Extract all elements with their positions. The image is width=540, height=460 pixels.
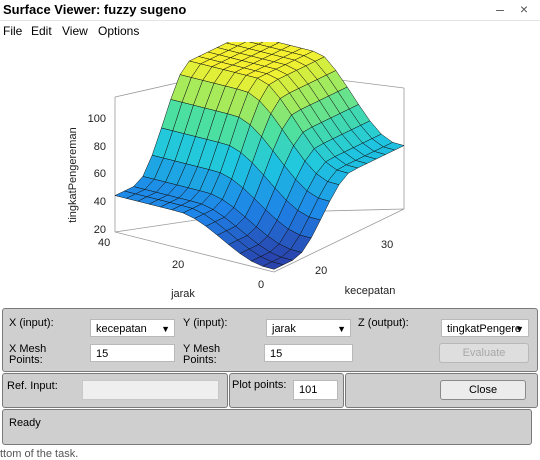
- menu-view[interactable]: View: [62, 24, 88, 38]
- y-mesh-points-field[interactable]: 15: [264, 344, 353, 362]
- plot-points-label: Plot points:: [232, 379, 287, 391]
- ref-input-field[interactable]: [82, 380, 219, 400]
- x-tick: 40: [98, 237, 110, 249]
- x-mesh-label-line2: Points:: [9, 354, 43, 366]
- close-panel: Close: [345, 373, 538, 408]
- x-mesh-label: X Mesh Points:: [9, 344, 46, 366]
- x-mesh-points-field[interactable]: 15: [90, 344, 175, 362]
- chevron-down-icon: ▼: [337, 324, 346, 334]
- z-tick: 60: [94, 168, 106, 180]
- y-input-value: jarak: [272, 323, 296, 335]
- z-output-value: tingkatPengere: [447, 323, 521, 335]
- ref-input-label: Ref. Input:: [7, 380, 58, 392]
- x-input-value: kecepatan: [96, 323, 147, 335]
- status-text: Ready: [9, 417, 41, 429]
- surface-patch: [261, 261, 285, 270]
- background-text: ttom of the task.: [0, 448, 79, 460]
- z-output-select[interactable]: tingkatPengere ▼: [441, 319, 529, 337]
- surface-mesh: [114, 42, 405, 270]
- y-input-label: Y (input):: [183, 317, 228, 329]
- z-axis-ticks: 100 80 60 40 20: [88, 113, 106, 236]
- y-tick: 20: [315, 265, 327, 277]
- ref-input-panel: Ref. Input:: [2, 373, 228, 408]
- window-controls[interactable]: – ×: [496, 1, 534, 17]
- plot-points-field[interactable]: 101: [293, 380, 338, 400]
- y-mesh-label-line2: Points:: [183, 354, 217, 366]
- chevron-down-icon: ▼: [515, 324, 524, 334]
- menu-bar: File Edit View Options: [0, 21, 540, 41]
- evaluate-button[interactable]: Evaluate: [439, 343, 529, 363]
- x-mesh-label-line1: X Mesh: [9, 343, 47, 355]
- y-axis-ticks: 30 20: [315, 239, 393, 277]
- x-tick: 20: [172, 259, 184, 271]
- y-input-select[interactable]: jarak ▼: [266, 319, 351, 337]
- close-button[interactable]: Close: [440, 380, 526, 400]
- menu-edit[interactable]: Edit: [31, 24, 52, 38]
- plot-points-panel: Plot points: 101: [229, 373, 344, 408]
- z-tick: 40: [94, 196, 106, 208]
- axes-settings-panel: X (input): kecepatan ▼ Y (input): jarak …: [2, 308, 538, 372]
- title-bar: Surface Viewer: fuzzy sugeno – ×: [0, 0, 540, 21]
- y-axis-label: kecepatan: [345, 285, 396, 297]
- x-input-select[interactable]: kecepatan ▼: [90, 319, 175, 337]
- surface-plot[interactable]: 100 80 60 40 20 40 20 0 30 20 tingkatPen…: [0, 42, 540, 306]
- x-tick: 0: [258, 279, 264, 291]
- z-tick: 100: [88, 113, 106, 125]
- y-mesh-label: Y Mesh Points:: [183, 344, 220, 366]
- x-input-label: X (input):: [9, 317, 54, 329]
- z-output-label: Z (output):: [358, 317, 409, 329]
- y-tick: 30: [381, 239, 393, 251]
- x-axis-ticks: 40 20 0: [98, 237, 264, 291]
- z-tick: 20: [94, 224, 106, 236]
- z-axis-label: tingkatPengereman: [67, 127, 79, 222]
- menu-file[interactable]: File: [3, 24, 23, 38]
- y-mesh-label-line1: Y Mesh: [183, 343, 221, 355]
- z-tick: 80: [94, 141, 106, 153]
- x-axis-label: jarak: [170, 288, 195, 300]
- chevron-down-icon: ▼: [161, 324, 170, 334]
- menu-options[interactable]: Options: [98, 24, 140, 38]
- window-title: Surface Viewer: fuzzy sugeno: [3, 2, 187, 17]
- status-panel: Ready: [2, 409, 532, 445]
